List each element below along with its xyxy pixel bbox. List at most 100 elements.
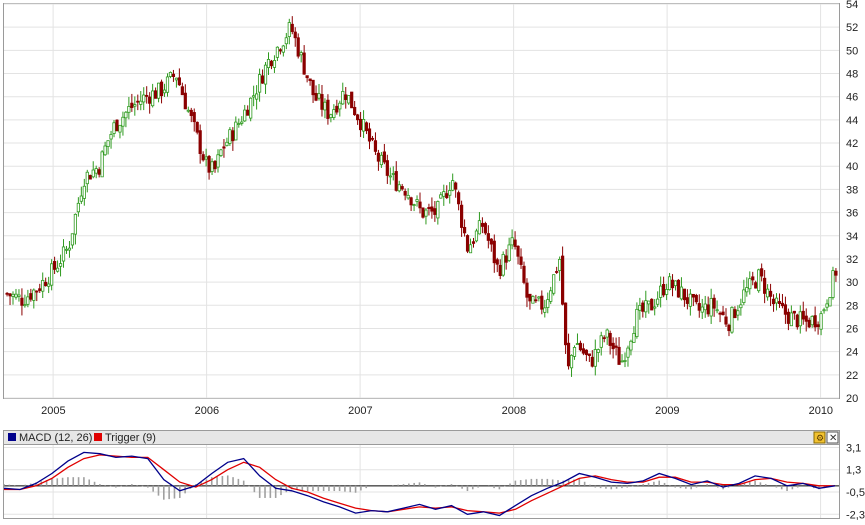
- candle-body: [44, 281, 48, 287]
- candle-body: [543, 307, 547, 313]
- candle-body: [617, 346, 621, 365]
- candle-body: [834, 270, 838, 276]
- candle-body: [424, 209, 428, 217]
- x-tick-label: 2007: [348, 405, 372, 417]
- candle-body: [584, 349, 588, 355]
- candle-body: [721, 311, 725, 316]
- candle-body: [798, 311, 802, 327]
- candle-body: [353, 106, 357, 116]
- candle-body: [596, 349, 600, 353]
- candle-body: [495, 259, 499, 265]
- candle-body: [727, 324, 731, 332]
- candle-body: [382, 151, 386, 163]
- candle-body: [53, 261, 57, 270]
- candle-body: [650, 298, 654, 311]
- candle-body: [266, 59, 271, 69]
- candle-body: [290, 23, 294, 32]
- candle-body: [320, 94, 324, 110]
- candle-body: [816, 324, 820, 328]
- macd-y-tick-label: 3,1: [846, 442, 861, 454]
- macd-line: [3, 451, 836, 517]
- candle-body: [165, 76, 170, 93]
- candle-body: [207, 155, 211, 173]
- candle-body: [477, 220, 482, 235]
- y-tick-label: 54: [846, 0, 858, 11]
- candle-body: [454, 182, 458, 190]
- candle-body: [148, 96, 152, 104]
- candle-body: [474, 230, 479, 242]
- y-tick-label: 24: [846, 347, 858, 359]
- macd-y-tick-label: -0,5: [846, 487, 865, 499]
- candle-body: [763, 277, 767, 294]
- candle-body: [468, 244, 473, 254]
- candle-body: [284, 37, 288, 45]
- candle-body: [82, 185, 86, 199]
- candle-body: [457, 192, 461, 205]
- candle-body: [376, 152, 381, 162]
- candle-body: [385, 160, 389, 176]
- price-panel-frame: [3, 3, 840, 399]
- candle-body: [370, 137, 375, 140]
- candle-body: [445, 193, 449, 199]
- candle-body: [139, 100, 143, 105]
- candle-body: [510, 237, 514, 246]
- candle-body: [442, 191, 446, 197]
- candle-body: [403, 190, 407, 196]
- candle-body: [231, 130, 235, 142]
- legend-trigger-label: Trigger (9): [105, 432, 156, 444]
- candle-body: [133, 104, 137, 107]
- candle-body: [501, 254, 505, 276]
- candle-body: [26, 296, 30, 305]
- candle-body: [195, 121, 199, 133]
- y-tick-label: 22: [846, 370, 858, 382]
- candle-body: [168, 71, 173, 77]
- candle-body: [810, 315, 814, 326]
- candle-body: [177, 77, 181, 86]
- candle-body: [605, 329, 609, 338]
- candle-body: [807, 319, 811, 328]
- candle-body: [656, 298, 660, 305]
- candle-body: [103, 145, 107, 156]
- y-tick-label: 50: [846, 45, 858, 57]
- candle-body: [358, 118, 363, 131]
- candle-body: [213, 160, 217, 170]
- candle-body: [317, 93, 321, 99]
- macd-settings-icon[interactable]: [813, 431, 826, 444]
- candle-body: [436, 201, 440, 219]
- candle-body: [430, 206, 434, 212]
- y-tick-label: 48: [846, 69, 858, 81]
- candle-body: [112, 122, 116, 134]
- legend-swatch: [8, 433, 16, 441]
- candle-body: [115, 119, 119, 132]
- macd-settings-glyph: ⚙: [816, 433, 824, 443]
- candle-body: [733, 309, 737, 318]
- candle-body: [608, 332, 612, 346]
- candle-body: [433, 208, 437, 215]
- candle-body: [29, 293, 33, 300]
- candle-body: [730, 306, 734, 333]
- candle-body: [623, 360, 627, 362]
- candle-body: [249, 97, 253, 119]
- candle-body: [347, 95, 351, 104]
- candle-body: [109, 134, 113, 140]
- x-tick-label: 2006: [195, 405, 219, 417]
- candle-body: [688, 293, 692, 307]
- candle-body: [240, 121, 244, 124]
- candle-body: [632, 333, 636, 343]
- candle-body: [287, 22, 291, 37]
- macd-close-icon[interactable]: [826, 431, 839, 444]
- candle-body: [156, 82, 161, 99]
- candle-body: [552, 274, 556, 294]
- candle-body: [85, 171, 89, 185]
- candle-body: [427, 207, 431, 210]
- candle-body: [219, 149, 223, 156]
- candle-body: [718, 312, 722, 315]
- candle-body: [498, 264, 502, 277]
- candle-body: [516, 245, 520, 257]
- candle-body: [61, 246, 66, 262]
- candle-body: [611, 342, 615, 350]
- candle-body: [64, 248, 69, 251]
- candle-body: [471, 241, 476, 244]
- candle-body: [100, 151, 104, 178]
- x-tick-label: 2005: [41, 405, 65, 417]
